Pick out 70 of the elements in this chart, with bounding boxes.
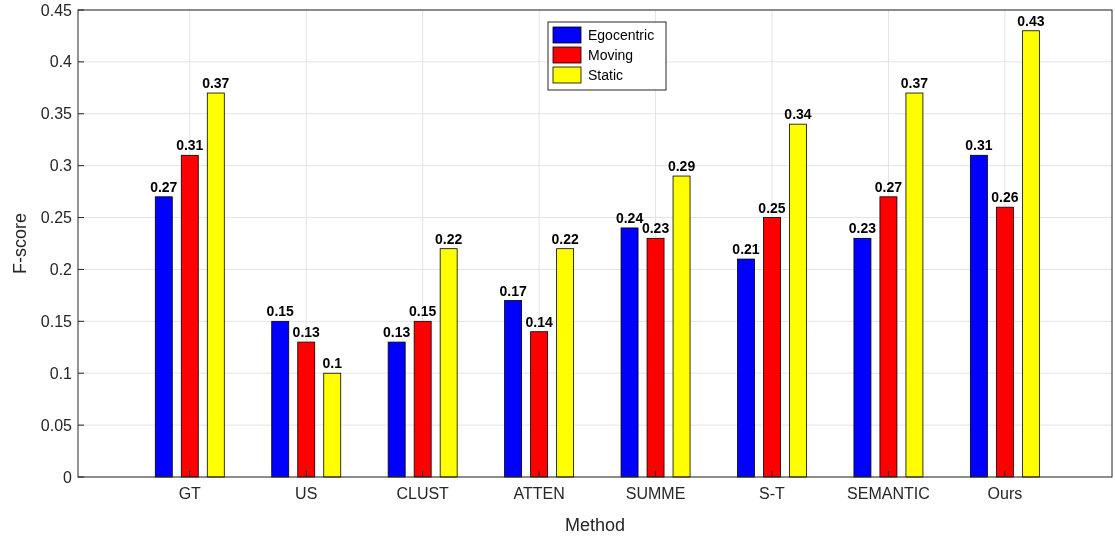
bar — [323, 372, 342, 478]
bar — [504, 300, 523, 478]
x-tick-label: Ours — [987, 485, 1023, 502]
y-tick-label: 0.15 — [40, 312, 73, 330]
data-label: 0.26 — [991, 189, 1019, 206]
bar — [995, 206, 1014, 478]
data-label: 0.14 — [525, 313, 553, 330]
data-label: 0.25 — [758, 199, 786, 216]
data-label: 0.23 — [848, 220, 877, 237]
data-label: 0.1 — [322, 355, 343, 372]
legend-label: Moving — [588, 46, 634, 63]
bar — [789, 123, 807, 478]
data-label: 0.37 — [202, 75, 230, 92]
bar — [853, 237, 872, 478]
x-tick-label: CLUST — [396, 485, 450, 502]
x-axis-title: Method — [564, 515, 626, 535]
x-tick-label: ATTEN — [513, 485, 565, 502]
y-tick-label: 0.2 — [49, 261, 73, 279]
x-tick-label: SEMANTIC — [847, 485, 930, 502]
bar — [1021, 30, 1040, 478]
bar — [206, 92, 225, 478]
bar — [413, 320, 432, 478]
data-label: 0.15 — [409, 303, 437, 320]
bar — [763, 217, 781, 478]
bar — [530, 331, 549, 478]
legend-label: Egocentric — [588, 26, 655, 43]
bar — [180, 154, 199, 478]
data-label: 0.27 — [874, 178, 903, 195]
y-tick-label: 0.3 — [49, 157, 73, 175]
bar — [672, 175, 691, 478]
data-label: 0.21 — [732, 241, 760, 258]
bar — [271, 320, 290, 478]
x-tick-label: S-T — [759, 485, 786, 502]
data-label: 0.13 — [292, 324, 321, 341]
data-label: 0.15 — [266, 303, 295, 320]
bar — [387, 341, 406, 478]
x-tick-label: SUMME — [625, 485, 686, 502]
data-label: 0.31 — [965, 137, 993, 154]
legend-label: Static — [588, 66, 624, 83]
bar — [879, 196, 898, 478]
bar — [556, 248, 575, 478]
data-label: 0.22 — [551, 230, 579, 247]
data-label: 0.29 — [667, 158, 696, 175]
data-label: 0.31 — [176, 137, 204, 154]
data-label: 0.43 — [1017, 12, 1045, 29]
y-tick-label: 0.4 — [49, 53, 73, 71]
y-tick-label: 0.05 — [40, 416, 73, 434]
data-label: 0.27 — [150, 178, 178, 195]
data-label: 0.17 — [499, 282, 527, 299]
x-tick-label: US — [295, 485, 318, 502]
bar — [905, 92, 924, 478]
data-label: 0.37 — [900, 75, 929, 92]
bar — [620, 227, 639, 478]
y-axis-title: F-score — [10, 212, 30, 275]
bar — [969, 154, 988, 478]
y-tick-label: 0 — [63, 468, 73, 486]
y-tick-label: 0.25 — [40, 209, 73, 227]
y-tick-label: 0.35 — [40, 105, 73, 123]
bar — [297, 341, 316, 478]
y-tick-label: 0.1 — [49, 364, 73, 382]
bar — [737, 258, 755, 478]
bar — [646, 237, 665, 478]
data-label: 0.13 — [383, 324, 411, 341]
bar — [154, 196, 173, 478]
data-label: 0.22 — [435, 230, 463, 247]
data-label: 0.34 — [784, 106, 812, 123]
x-tick-label: GT — [178, 485, 202, 502]
y-tick-label: 0.45 — [40, 1, 73, 19]
data-label: 0.24 — [615, 209, 644, 226]
bar — [439, 248, 458, 478]
